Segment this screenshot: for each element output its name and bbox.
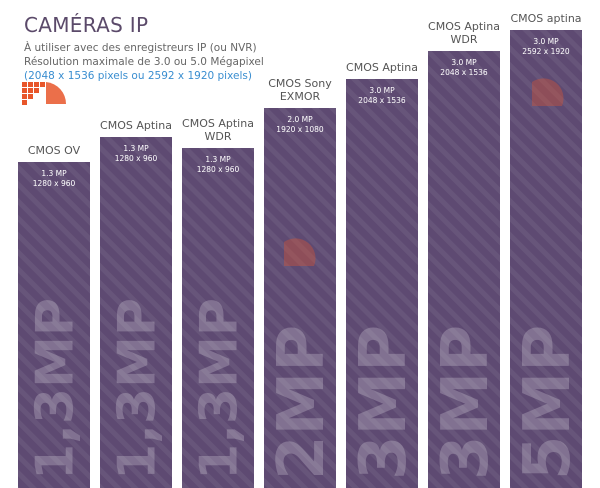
bar-category-label: CMOS Aptina xyxy=(182,117,254,130)
bar-big-mp-label: 1,3MP xyxy=(26,298,86,480)
bar-mp-label: 3.0 MP xyxy=(451,58,477,67)
chart-title: CAMÉRAS IP xyxy=(24,13,149,37)
bar-mp-label: 2.0 MP xyxy=(287,115,313,124)
bar xyxy=(100,137,172,488)
bar-resolution-label: 1280 x 960 xyxy=(33,179,76,188)
bar-category-label: CMOS Sony xyxy=(268,77,332,90)
bar-mp-label: 1.3 MP xyxy=(123,144,149,153)
brand-logo-icon xyxy=(22,82,67,105)
bar xyxy=(428,51,500,488)
bar-resolution-label: 1920 x 1080 xyxy=(276,125,324,134)
bar-category-label: CMOS aptina xyxy=(510,12,581,25)
subtitle-resolution: Résolution maximale de 3.0 ou 5.0 Mégapi… xyxy=(24,56,264,68)
watermark-logo-icon xyxy=(532,78,564,106)
bar-resolution-label: 2048 x 1536 xyxy=(358,96,406,105)
bar-mp-label: 3.0 MP xyxy=(533,37,559,46)
bar-big-mp-label: 2MP xyxy=(265,325,339,480)
bar-category-label: EXMOR xyxy=(280,90,321,103)
watermark-logo-icon xyxy=(284,238,316,266)
bar-mp-label: 1.3 MP xyxy=(41,169,67,178)
bar-big-mp-label: 3MP xyxy=(347,325,421,480)
bar xyxy=(182,148,254,488)
bar-resolution-label: 1280 x 960 xyxy=(197,165,240,174)
bar xyxy=(264,108,336,488)
bar-resolution-label: 1280 x 960 xyxy=(115,154,158,163)
bar-resolution-label: 2592 x 1920 xyxy=(522,47,570,56)
bar-mp-label: 3.0 MP xyxy=(369,86,395,95)
subtitle-pixels: (2048 x 1536 pixels ou 2592 x 1920 pixel… xyxy=(24,70,252,82)
bar-big-mp-label: 5MP xyxy=(511,325,585,480)
subtitle-usage: À utiliser avec des enregistreurs IP (ou… xyxy=(24,42,257,54)
bar-category-label: CMOS Aptina xyxy=(346,61,418,74)
bar-category-label: WDR xyxy=(451,33,478,46)
bar xyxy=(510,30,582,488)
bar-category-label: WDR xyxy=(205,130,232,143)
bar-resolution-label: 2048 x 1536 xyxy=(440,68,488,77)
bar xyxy=(18,162,90,488)
bar xyxy=(346,79,418,488)
bar-big-mp-label: 1,3MP xyxy=(108,298,168,480)
bar-category-label: CMOS OV xyxy=(28,144,81,157)
bar-big-mp-label: 1,3MP xyxy=(190,298,250,480)
bar-mp-label: 1.3 MP xyxy=(205,155,231,164)
bar-big-mp-label: 3MP xyxy=(429,325,503,480)
bar-category-label: CMOS Aptina xyxy=(100,119,172,132)
bar-category-label: CMOS Aptina xyxy=(428,20,500,33)
